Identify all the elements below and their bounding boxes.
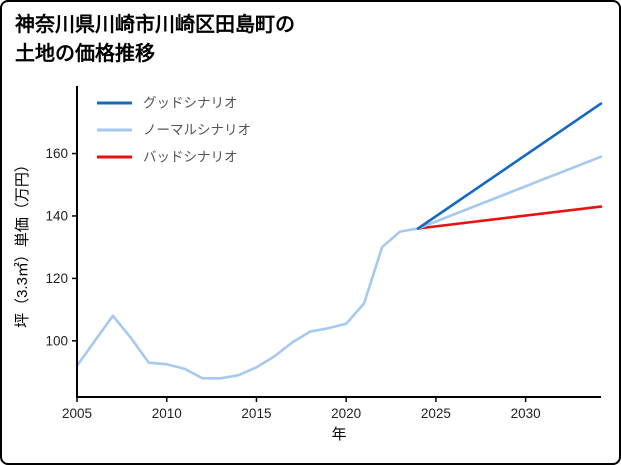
- series-line-normal-scenario: [416, 155, 603, 230]
- legend-label-normal: ノーマルシナリオ: [143, 123, 251, 138]
- x-tick-label: 2015: [241, 406, 271, 421]
- x-tick-label: 2020: [331, 406, 361, 421]
- x-tick-label: 2030: [511, 406, 541, 421]
- x-tick-label: 2010: [152, 406, 182, 421]
- legend-label-good: グッドシナリオ: [143, 96, 238, 111]
- y-axis-label: 坪（3.3㎡）単価（万円）: [14, 157, 31, 328]
- y-tick-label: 140: [45, 208, 68, 223]
- x-axis-label: 年: [331, 426, 346, 443]
- chart-title-line2: 土地の価格推移: [15, 43, 155, 65]
- legend-label-bad: バッドシナリオ: [143, 150, 238, 165]
- chart-title-line1: 神奈川県川崎市川崎区田島町の: [15, 14, 295, 36]
- series-line-history: [75, 227, 420, 380]
- x-tick-label: 2005: [62, 406, 92, 421]
- y-tick-label: 100: [45, 333, 68, 348]
- x-tick-label: 2025: [421, 406, 451, 421]
- series-line-bad-scenario: [416, 205, 603, 230]
- y-tick-label: 160: [45, 146, 68, 161]
- series-line-good-scenario: [416, 102, 603, 230]
- chart-title: 神奈川県川崎市川崎区田島町の 土地の価格推移: [15, 11, 295, 69]
- y-tick-label: 120: [45, 271, 68, 286]
